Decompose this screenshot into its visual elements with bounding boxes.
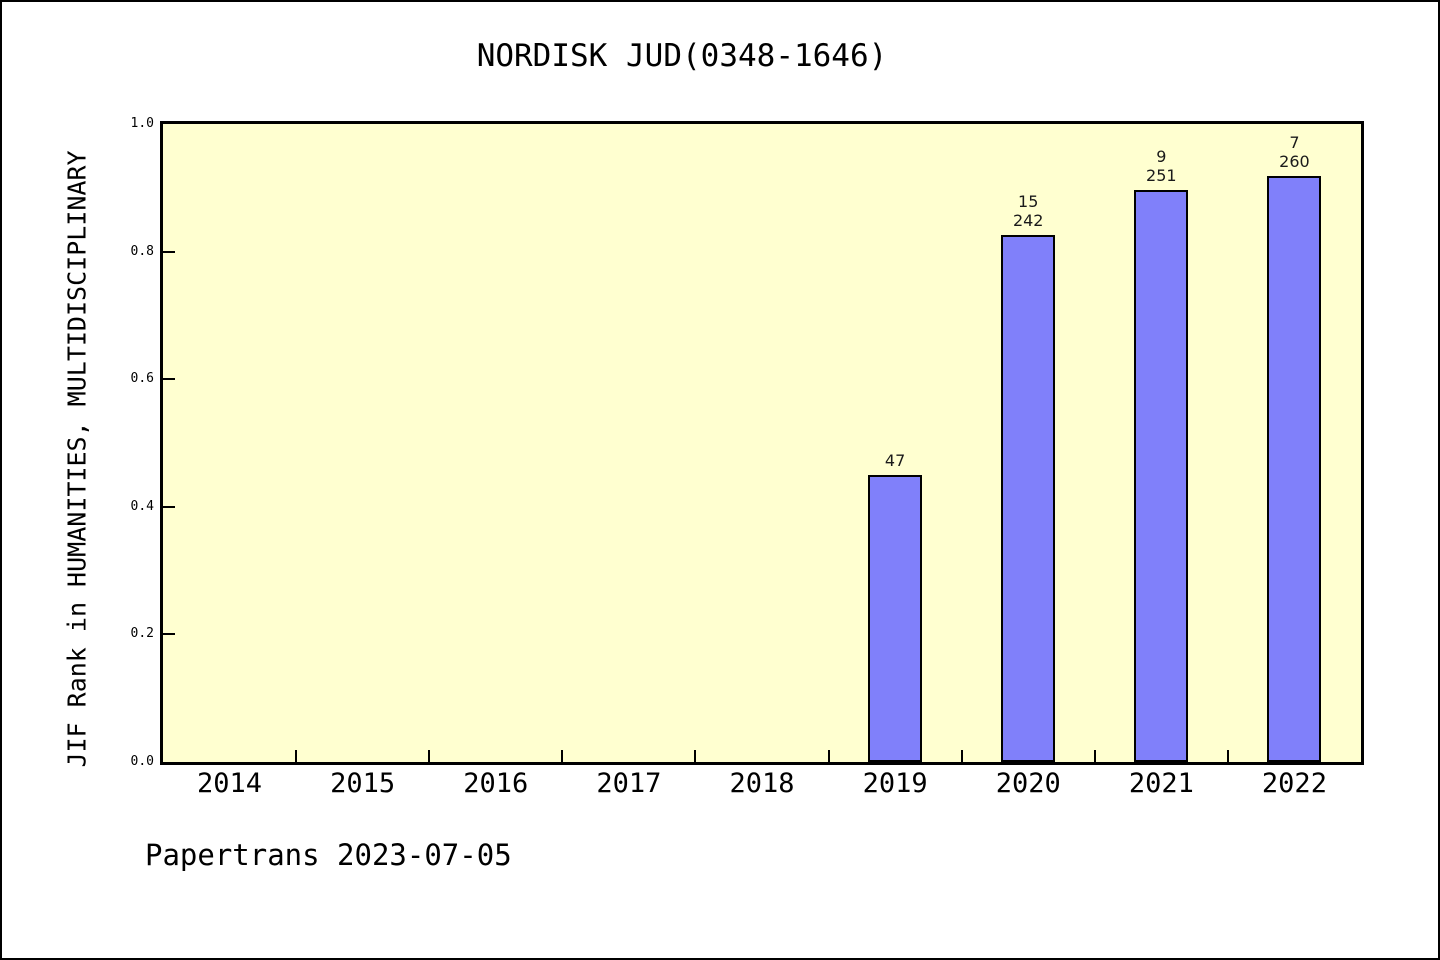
x-tick-mark [1226, 750, 1229, 762]
y-tick-label-0.8: 0.8 [130, 243, 154, 259]
x-tick-label-2017: 2017 [596, 768, 662, 799]
y-tick-label-1.0: 1.0 [130, 116, 154, 131]
x-tick-mark [827, 750, 830, 762]
x-tick-mark [694, 750, 697, 762]
bar-value-label-2019: 47 [884, 451, 906, 470]
x-tick-mark [295, 750, 298, 762]
x-tick-mark [960, 750, 963, 762]
y-tick-label-0.0: 0.0 [130, 754, 154, 769]
bar-value-label-2020: 15 242 [1012, 192, 1044, 230]
x-tick-label-2022: 2022 [1261, 768, 1327, 799]
y-tick-mark [163, 250, 175, 253]
y-tick-mark [163, 378, 175, 381]
plot-area: 47 15 242 9 251 7 260 [160, 121, 1364, 765]
y-tick-mark [163, 633, 175, 636]
bar-value-label-2022: 7 260 [1279, 133, 1310, 171]
x-tick-label-2021: 2021 [1128, 768, 1194, 799]
bar-2019 [868, 475, 923, 762]
y-tick-label-0.4: 0.4 [130, 498, 154, 514]
bar-2022 [1267, 176, 1322, 762]
x-tick-mark [561, 750, 564, 762]
bar-2020 [1001, 235, 1056, 762]
x-tick-mark [428, 750, 431, 762]
bar-value-label-2021: 9 251 [1146, 147, 1177, 185]
x-tick-label-2016: 2016 [463, 768, 529, 799]
x-tick-label-2020: 2020 [995, 768, 1061, 799]
chart-title: NORDISK JUD(0348-1646) [476, 38, 888, 74]
y-tick-label-0.2: 0.2 [130, 626, 154, 642]
x-tick-mark [1093, 750, 1096, 762]
x-tick-label-2018: 2018 [729, 768, 795, 799]
bar-2021 [1134, 190, 1189, 762]
x-tick-label-2015: 2015 [330, 768, 396, 799]
x-tick-label-2019: 2019 [862, 768, 928, 799]
y-tick-mark [163, 505, 175, 508]
footer-watermark: Papertrans 2023-07-05 [145, 838, 512, 872]
y-tick-label-0.6: 0.6 [130, 371, 154, 387]
x-tick-label-2014: 2014 [197, 768, 263, 799]
